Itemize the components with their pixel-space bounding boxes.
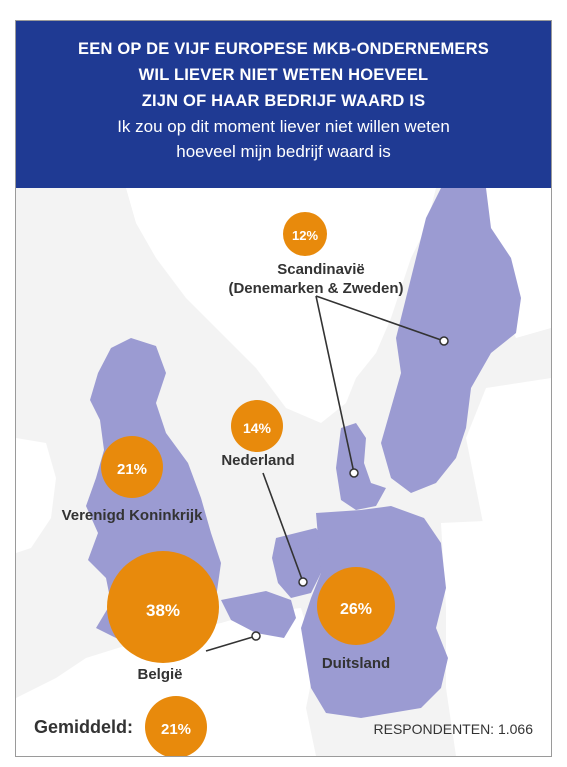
map-canvas: 12% 14% 21% 38% 26% 21% Scandinavië (Den… <box>16 188 551 756</box>
label-germany: Duitsland <box>322 655 390 672</box>
subtitle-line-2: hoeveel mijn bedrijf waard is <box>176 142 391 161</box>
label-scandinavia-line1: Scandinavië <box>277 261 365 278</box>
label-belgium: België <box>137 666 182 683</box>
marker-belgium <box>251 631 261 641</box>
bubble-scandinavia <box>283 212 327 256</box>
land-belgium <box>221 591 296 638</box>
title-line-1: EEN OP DE VIJF EUROPESE MKB-ONDERNEMERS <box>78 40 489 58</box>
respondents-count: RESPONDENTEN: 1.066 <box>373 721 534 737</box>
leader-scandinavia-sweden <box>315 295 445 342</box>
bubble-uk <box>101 436 163 498</box>
leader-netherlands <box>262 472 304 583</box>
infographic-frame: EEN OP DE VIJF EUROPESE MKB-ONDERNEMERS … <box>15 20 552 757</box>
bubble-belgium <box>107 551 219 663</box>
subtitle-line-1: Ik zou op dit moment liever niet willen … <box>117 117 450 136</box>
average-label: Gemiddeld: <box>34 717 134 737</box>
value-germany: 26% <box>340 601 372 618</box>
label-uk: Verenigd Koninkrijk <box>62 507 204 524</box>
land-ireland <box>16 438 56 553</box>
value-average: 21% <box>161 721 191 738</box>
leader-belgium <box>205 635 257 652</box>
header-banner: EEN OP DE VIJF EUROPESE MKB-ONDERNEMERS … <box>16 21 551 188</box>
land-denmark <box>336 423 386 510</box>
marker-netherlands <box>298 577 308 587</box>
page-title: EEN OP DE VIJF EUROPESE MKB-ONDERNEMERS … <box>16 36 551 114</box>
land-norway <box>126 188 436 423</box>
land-france <box>16 608 316 756</box>
bubble-average <box>145 696 207 756</box>
land-baltics <box>466 378 551 538</box>
land-sweden <box>381 188 521 493</box>
bubble-germany <box>317 567 395 645</box>
value-belgium: 38% <box>146 601 180 620</box>
label-netherlands: Nederland <box>221 452 294 469</box>
title-line-2: WIL LIEVER NIET WETEN HOEVEEL <box>138 66 429 84</box>
marker-denmark <box>349 468 359 478</box>
bubble-netherlands <box>231 400 283 452</box>
label-scandinavia-line2: (Denemarken & Zweden) <box>228 280 403 297</box>
land-poland <box>441 518 551 756</box>
value-scandinavia: 12% <box>292 228 318 243</box>
leader-scandinavia-denmark <box>315 295 355 474</box>
value-uk: 21% <box>117 461 147 478</box>
value-netherlands: 14% <box>243 420 272 436</box>
marker-sweden <box>439 336 449 346</box>
land-netherlands <box>272 528 326 598</box>
page-subtitle: Ik zou op dit moment liever niet willen … <box>16 114 551 164</box>
title-line-3: ZIJN OF HAAR BEDRIJF WAARD IS <box>141 92 426 110</box>
